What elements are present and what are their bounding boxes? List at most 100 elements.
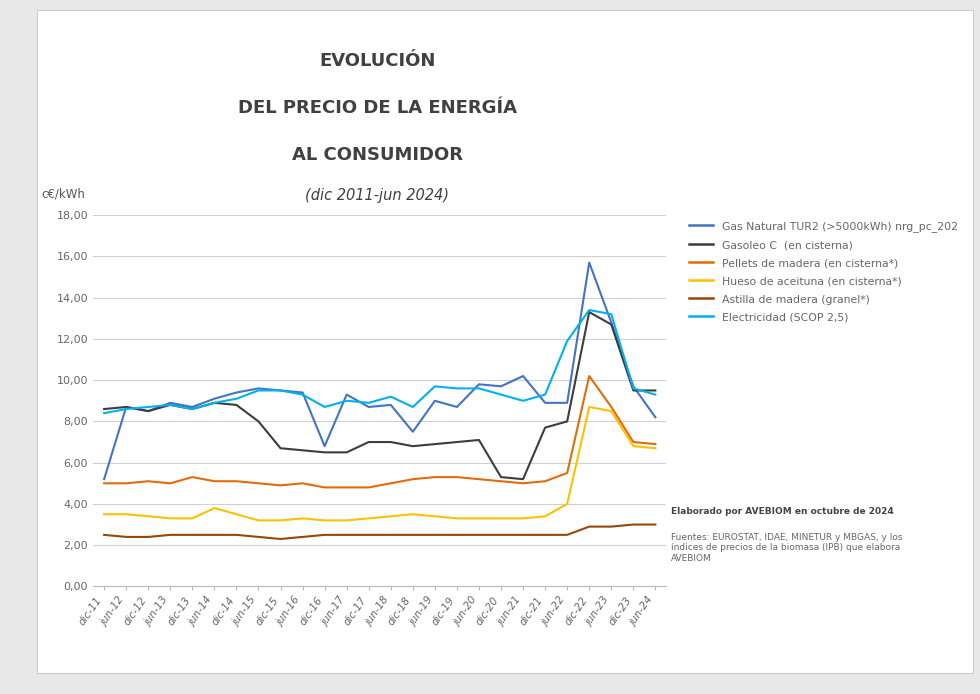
Electricidad (SCOP 2,5): [98, 409, 110, 417]
Pellets de madera (en cisterna*): [341, 483, 353, 491]
Astilla de madera (granel*): [385, 531, 397, 539]
Electricidad (SCOP 2,5): [385, 393, 397, 401]
Electricidad (SCOP 2,5): [539, 391, 551, 399]
Gasoleo C  (en cisterna): [142, 407, 154, 415]
Gasoleo C  (en cisterna): [341, 448, 353, 457]
Hueso de aceituna (en cisterna*): [627, 442, 639, 450]
Astilla de madera (granel*): [363, 531, 374, 539]
Text: (dic 2011-jun 2024): (dic 2011-jun 2024): [306, 188, 449, 203]
Gasoleo C  (en cisterna): [627, 387, 639, 395]
Text: DEL PRECIO DE LA ENERGÍA: DEL PRECIO DE LA ENERGÍA: [238, 99, 516, 117]
Gas Natural TUR2 (>5000kWh) nrg_pc_202: [142, 407, 154, 415]
Astilla de madera (granel*): [583, 523, 595, 531]
Hueso de aceituna (en cisterna*): [517, 514, 529, 523]
Astilla de madera (granel*): [98, 531, 110, 539]
Electricidad (SCOP 2,5): [209, 398, 221, 407]
Gas Natural TUR2 (>5000kWh) nrg_pc_202: [274, 387, 286, 395]
Astilla de madera (granel*): [495, 531, 507, 539]
Gas Natural TUR2 (>5000kWh) nrg_pc_202: [473, 380, 485, 389]
Pellets de madera (en cisterna*): [186, 473, 198, 481]
Electricidad (SCOP 2,5): [583, 306, 595, 314]
Pellets de madera (en cisterna*): [297, 479, 309, 487]
Pellets de madera (en cisterna*): [165, 479, 176, 487]
Pellets de madera (en cisterna*): [98, 479, 110, 487]
Astilla de madera (granel*): [407, 531, 418, 539]
Gas Natural TUR2 (>5000kWh) nrg_pc_202: [451, 403, 463, 411]
Astilla de madera (granel*): [209, 531, 221, 539]
Electricidad (SCOP 2,5): [495, 391, 507, 399]
Gas Natural TUR2 (>5000kWh) nrg_pc_202: [186, 403, 198, 411]
Electricidad (SCOP 2,5): [429, 382, 441, 391]
Line: Gas Natural TUR2 (>5000kWh) nrg_pc_202: Gas Natural TUR2 (>5000kWh) nrg_pc_202: [104, 262, 656, 479]
Hueso de aceituna (en cisterna*): [209, 504, 221, 512]
Gasoleo C  (en cisterna): [451, 438, 463, 446]
Gas Natural TUR2 (>5000kWh) nrg_pc_202: [650, 413, 662, 421]
Astilla de madera (granel*): [230, 531, 242, 539]
Gas Natural TUR2 (>5000kWh) nrg_pc_202: [230, 389, 242, 397]
Electricidad (SCOP 2,5): [562, 337, 573, 345]
Astilla de madera (granel*): [451, 531, 463, 539]
Hueso de aceituna (en cisterna*): [318, 516, 330, 525]
Gas Natural TUR2 (>5000kWh) nrg_pc_202: [318, 442, 330, 450]
Gasoleo C  (en cisterna): [606, 321, 617, 329]
Pellets de madera (en cisterna*): [627, 438, 639, 446]
Electricidad (SCOP 2,5): [363, 398, 374, 407]
Astilla de madera (granel*): [318, 531, 330, 539]
Gasoleo C  (en cisterna): [253, 417, 265, 425]
Hueso de aceituna (en cisterna*): [165, 514, 176, 523]
Text: EVOLUCIÓN: EVOLUCIÓN: [319, 52, 435, 70]
Hueso de aceituna (en cisterna*): [562, 500, 573, 508]
Hueso de aceituna (en cisterna*): [98, 510, 110, 518]
Hueso de aceituna (en cisterna*): [606, 407, 617, 415]
Electricidad (SCOP 2,5): [253, 387, 265, 395]
Pellets de madera (en cisterna*): [451, 473, 463, 481]
Gas Natural TUR2 (>5000kWh) nrg_pc_202: [606, 319, 617, 327]
Electricidad (SCOP 2,5): [142, 403, 154, 411]
Pellets de madera (en cisterna*): [142, 477, 154, 485]
Pellets de madera (en cisterna*): [583, 372, 595, 380]
Astilla de madera (granel*): [186, 531, 198, 539]
Pellets de madera (en cisterna*): [495, 477, 507, 485]
Gas Natural TUR2 (>5000kWh) nrg_pc_202: [429, 396, 441, 405]
Pellets de madera (en cisterna*): [209, 477, 221, 485]
Gasoleo C  (en cisterna): [407, 442, 418, 450]
Pellets de madera (en cisterna*): [650, 440, 662, 448]
Astilla de madera (granel*): [274, 535, 286, 543]
Astilla de madera (granel*): [142, 533, 154, 541]
Gas Natural TUR2 (>5000kWh) nrg_pc_202: [583, 258, 595, 266]
Electricidad (SCOP 2,5): [121, 405, 132, 413]
Gasoleo C  (en cisterna): [318, 448, 330, 457]
Gas Natural TUR2 (>5000kWh) nrg_pc_202: [363, 403, 374, 411]
Astilla de madera (granel*): [121, 533, 132, 541]
Gas Natural TUR2 (>5000kWh) nrg_pc_202: [539, 398, 551, 407]
Text: c€/kWh: c€/kWh: [41, 187, 85, 201]
Legend: Gas Natural TUR2 (>5000kWh) nrg_pc_202, Gasoleo C  (en cisterna), Pellets de mad: Gas Natural TUR2 (>5000kWh) nrg_pc_202, …: [689, 221, 957, 323]
Gas Natural TUR2 (>5000kWh) nrg_pc_202: [627, 382, 639, 391]
Pellets de madera (en cisterna*): [385, 479, 397, 487]
Astilla de madera (granel*): [341, 531, 353, 539]
Electricidad (SCOP 2,5): [627, 384, 639, 393]
Electricidad (SCOP 2,5): [318, 403, 330, 411]
Electricidad (SCOP 2,5): [186, 405, 198, 413]
Hueso de aceituna (en cisterna*): [473, 514, 485, 523]
Astilla de madera (granel*): [165, 531, 176, 539]
Hueso de aceituna (en cisterna*): [539, 512, 551, 520]
Text: Fuentes: EUROSTAT, IDAE, MINETUR y MBGAS, y los
índices de precios de la biomasa: Fuentes: EUROSTAT, IDAE, MINETUR y MBGAS…: [671, 533, 903, 563]
Electricidad (SCOP 2,5): [451, 384, 463, 393]
Pellets de madera (en cisterna*): [606, 403, 617, 411]
Gasoleo C  (en cisterna): [186, 405, 198, 413]
Hueso de aceituna (en cisterna*): [297, 514, 309, 523]
Pellets de madera (en cisterna*): [274, 481, 286, 489]
Pellets de madera (en cisterna*): [230, 477, 242, 485]
Line: Astilla de madera (granel*): Astilla de madera (granel*): [104, 525, 656, 539]
Gas Natural TUR2 (>5000kWh) nrg_pc_202: [121, 403, 132, 411]
Line: Gasoleo C  (en cisterna): Gasoleo C (en cisterna): [104, 312, 656, 479]
Hueso de aceituna (en cisterna*): [407, 510, 418, 518]
Gasoleo C  (en cisterna): [539, 423, 551, 432]
Gasoleo C  (en cisterna): [297, 446, 309, 455]
Hueso de aceituna (en cisterna*): [121, 510, 132, 518]
Hueso de aceituna (en cisterna*): [186, 514, 198, 523]
Gas Natural TUR2 (>5000kWh) nrg_pc_202: [209, 395, 221, 403]
Hueso de aceituna (en cisterna*): [341, 516, 353, 525]
Gasoleo C  (en cisterna): [230, 400, 242, 409]
